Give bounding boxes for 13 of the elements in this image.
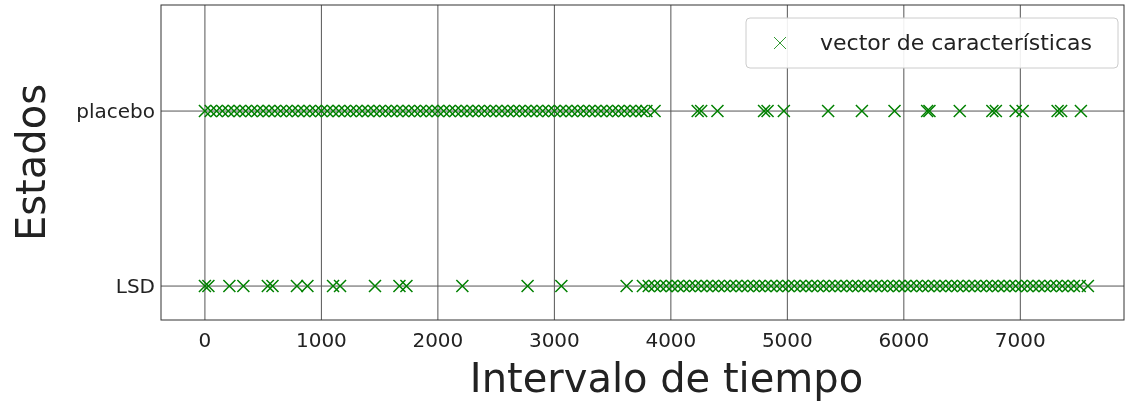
x-tick-label: 0 (198, 328, 212, 352)
x-tick-label: 7000 (994, 328, 1046, 352)
x-tick-label: 1000 (295, 328, 347, 352)
x-tick-label: 5000 (761, 328, 813, 352)
x-axis-title: Intervalo de tiempo (469, 355, 864, 401)
legend-label: vector de características (820, 30, 1093, 55)
y-axis-title: Estados (8, 83, 54, 242)
x-tick-label: 2000 (412, 328, 464, 352)
y-tick-label: placebo (76, 99, 155, 124)
y-tick-label: LSD (115, 274, 155, 299)
x-tick-label: 3000 (528, 328, 580, 352)
x-tick-label: 4000 (645, 328, 697, 352)
x-tick-label: 6000 (878, 328, 930, 352)
